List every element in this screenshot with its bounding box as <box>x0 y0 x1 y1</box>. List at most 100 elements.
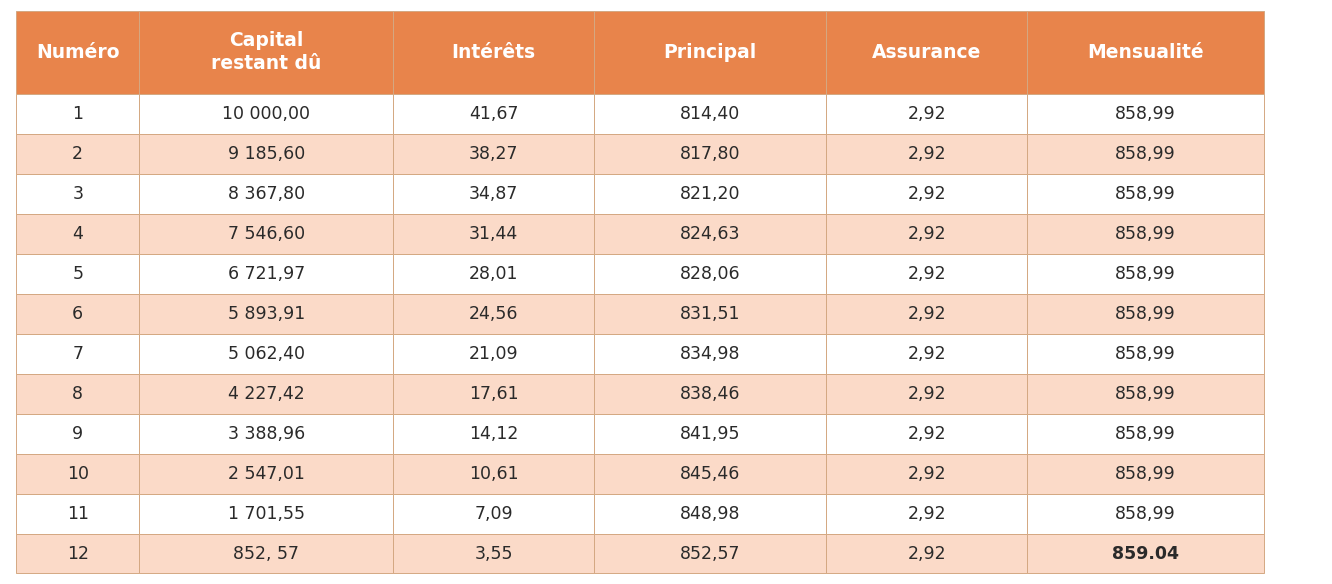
Text: Intérêts: Intérêts <box>452 43 535 62</box>
Text: 2,92: 2,92 <box>907 464 946 482</box>
Text: 845,46: 845,46 <box>681 464 741 482</box>
Bar <box>393 374 594 413</box>
Bar <box>594 11 826 94</box>
Bar <box>140 413 393 454</box>
Text: 831,51: 831,51 <box>679 305 741 323</box>
Bar <box>826 11 1027 94</box>
Bar <box>140 11 393 94</box>
Text: 858,99: 858,99 <box>1115 505 1176 523</box>
Bar <box>393 11 594 94</box>
Bar <box>1027 333 1264 374</box>
Bar <box>1027 294 1264 333</box>
Text: 852, 57: 852, 57 <box>233 544 300 562</box>
Text: 841,95: 841,95 <box>679 425 741 443</box>
Bar <box>1027 493 1264 534</box>
Bar <box>1027 374 1264 413</box>
Text: 858,99: 858,99 <box>1115 345 1176 363</box>
Bar <box>826 454 1027 493</box>
Bar <box>16 94 140 134</box>
Bar <box>1027 253 1264 294</box>
Bar <box>140 493 393 534</box>
Text: 3,55: 3,55 <box>474 544 513 562</box>
Bar <box>594 493 826 534</box>
Text: 2,92: 2,92 <box>907 505 946 523</box>
Text: 34,87: 34,87 <box>469 185 518 203</box>
Text: 821,20: 821,20 <box>679 185 741 203</box>
Bar <box>140 253 393 294</box>
Text: 858,99: 858,99 <box>1115 185 1176 203</box>
Text: 21,09: 21,09 <box>469 345 518 363</box>
Text: 14,12: 14,12 <box>469 425 518 443</box>
Bar <box>140 534 393 573</box>
Text: Capital
restant dû: Capital restant dû <box>210 31 321 74</box>
Bar <box>826 214 1027 253</box>
Bar <box>140 174 393 214</box>
Text: 859.04: 859.04 <box>1112 544 1179 562</box>
Bar <box>826 253 1027 294</box>
Bar <box>16 214 140 253</box>
Text: 6 721,97: 6 721,97 <box>228 265 305 283</box>
Text: 848,98: 848,98 <box>679 505 741 523</box>
Bar <box>16 253 140 294</box>
Bar <box>16 534 140 573</box>
Bar <box>393 134 594 174</box>
Text: 2,92: 2,92 <box>907 425 946 443</box>
Text: 838,46: 838,46 <box>679 385 741 402</box>
Text: 5: 5 <box>72 265 83 283</box>
Bar <box>594 534 826 573</box>
Text: 10,61: 10,61 <box>469 464 518 482</box>
Bar <box>16 174 140 214</box>
Text: Assurance: Assurance <box>872 43 982 62</box>
Bar <box>393 174 594 214</box>
Bar <box>140 294 393 333</box>
Text: 41,67: 41,67 <box>469 105 518 123</box>
Bar <box>594 413 826 454</box>
Text: 2,92: 2,92 <box>907 185 946 203</box>
Bar <box>393 214 594 253</box>
Bar <box>594 253 826 294</box>
Text: 4: 4 <box>72 225 83 243</box>
Bar <box>393 294 594 333</box>
Bar <box>140 214 393 253</box>
Bar <box>16 333 140 374</box>
Bar <box>594 294 826 333</box>
Text: 3 388,96: 3 388,96 <box>228 425 305 443</box>
Text: 858,99: 858,99 <box>1115 265 1176 283</box>
Bar <box>594 94 826 134</box>
Bar <box>393 493 594 534</box>
Bar <box>1027 134 1264 174</box>
Bar <box>1027 11 1264 94</box>
Bar <box>16 493 140 534</box>
Bar <box>393 413 594 454</box>
Text: 6: 6 <box>72 305 84 323</box>
Bar <box>594 214 826 253</box>
Text: Numéro: Numéro <box>36 43 120 62</box>
Bar <box>16 374 140 413</box>
Text: 824,63: 824,63 <box>679 225 741 243</box>
Text: 38,27: 38,27 <box>469 145 518 163</box>
Text: 858,99: 858,99 <box>1115 305 1176 323</box>
Bar <box>16 413 140 454</box>
Bar <box>140 454 393 493</box>
Bar <box>1027 454 1264 493</box>
Text: 858,99: 858,99 <box>1115 385 1176 402</box>
Text: 817,80: 817,80 <box>679 145 741 163</box>
Bar <box>393 534 594 573</box>
Text: Principal: Principal <box>663 43 757 62</box>
Text: 828,06: 828,06 <box>679 265 741 283</box>
Text: 12: 12 <box>67 544 89 562</box>
Bar <box>826 333 1027 374</box>
Text: 2,92: 2,92 <box>907 105 946 123</box>
Text: 9 185,60: 9 185,60 <box>228 145 305 163</box>
Bar <box>393 454 594 493</box>
Text: 7: 7 <box>72 345 83 363</box>
Text: 2,92: 2,92 <box>907 265 946 283</box>
Text: 8: 8 <box>72 385 83 402</box>
Text: 2 547,01: 2 547,01 <box>228 464 305 482</box>
Bar <box>826 94 1027 134</box>
Text: 10 000,00: 10 000,00 <box>222 105 310 123</box>
Bar <box>16 454 140 493</box>
Text: 3: 3 <box>72 185 83 203</box>
Bar <box>826 174 1027 214</box>
Bar <box>594 333 826 374</box>
